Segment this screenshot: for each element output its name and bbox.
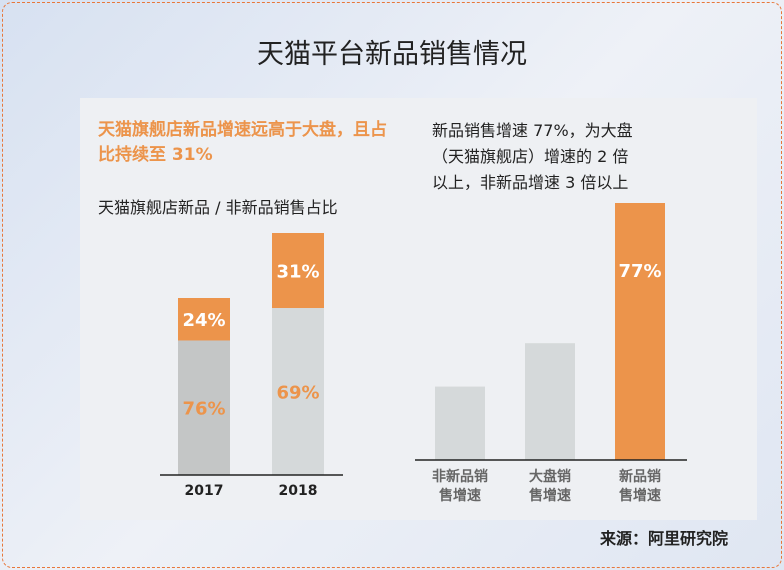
bar-2018-新品 (272, 233, 324, 309)
data-label: 31% (276, 262, 319, 283)
data-label: 69% (276, 383, 319, 404)
right-title-line: 以上，非新品增速 3 倍以上 (432, 173, 629, 192)
x-tick-label: 2018 (279, 483, 318, 499)
x-tick-label: 售增速 (438, 487, 481, 504)
bar-2017-新品 (178, 298, 230, 341)
left-headline: 天猫旗舰店新品增速远高于大盘，且占比持续至 31% (98, 120, 387, 165)
source-note: 来源：阿里研究院 (600, 529, 729, 548)
right-title-line: （天猫旗舰店）增速的 2 倍 (432, 147, 629, 166)
x-tick-label: 大盘销 (529, 468, 571, 485)
right-title-line: 新品销售增速 77%，为大盘 (432, 121, 633, 140)
bar-2018-非新品 (272, 308, 324, 475)
bar-2017-非新品 (178, 340, 230, 475)
x-tick-label: 售增速 (618, 487, 661, 504)
bar-大盘销售增速 (525, 343, 575, 460)
bar-新品销售增速 (615, 203, 665, 460)
left-chart-title: 天猫旗舰店新品 / 非新品销售占比 (98, 198, 338, 217)
data-label: 24% (182, 310, 225, 331)
x-tick-label: 新品销 (619, 468, 661, 485)
page-title: 天猫平台新品销售情况 (257, 39, 527, 70)
right-chart-title: 新品销售增速 77%，为大盘 （天猫旗舰店）增速的 2 倍 以上，非新品增速 3… (432, 118, 633, 196)
data-label: 77% (618, 261, 661, 282)
x-tick-label: 非新品销 (432, 468, 488, 485)
data-label: 76% (182, 399, 225, 420)
x-tick-label: 2017 (185, 483, 224, 499)
x-tick-label: 售增速 (528, 487, 571, 504)
bar-非新品销售增速 (435, 386, 485, 460)
